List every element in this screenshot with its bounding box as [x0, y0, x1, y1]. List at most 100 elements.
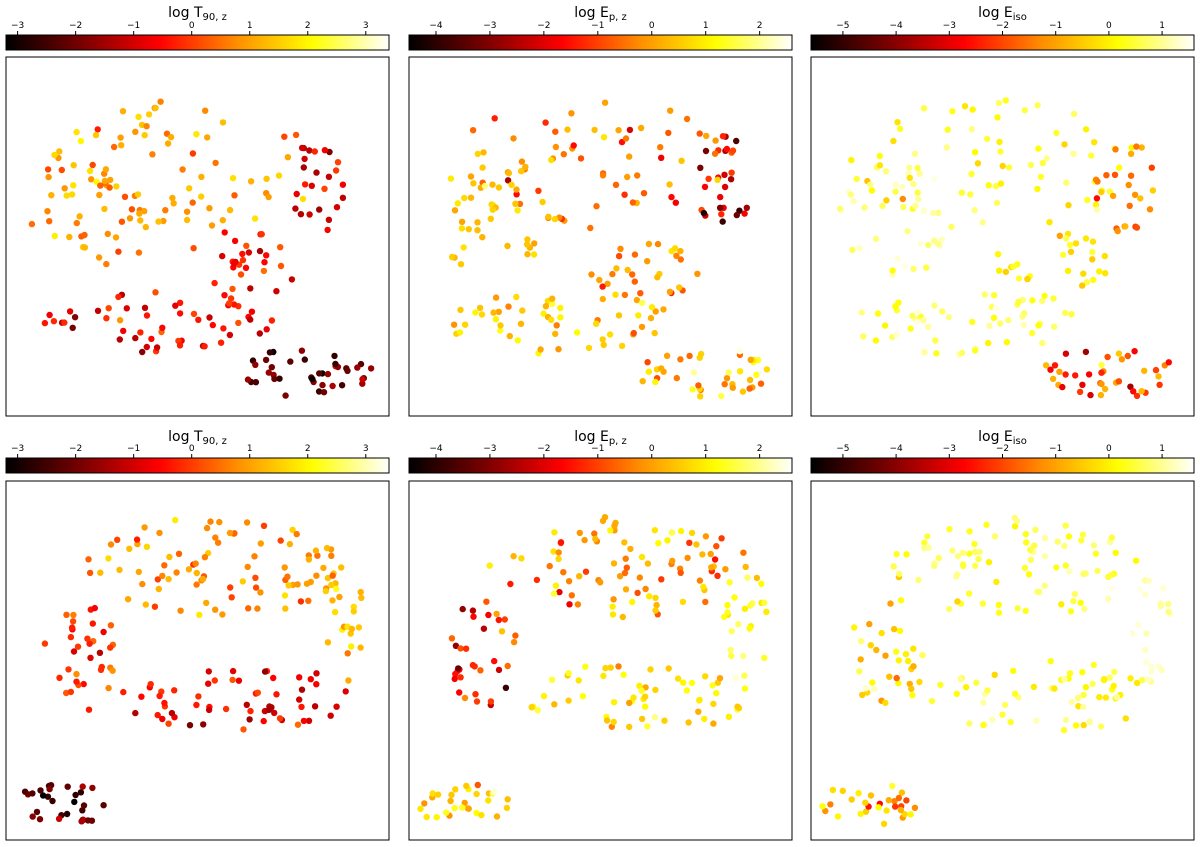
data-point — [457, 645, 464, 652]
data-point — [205, 668, 212, 675]
data-point — [1033, 717, 1040, 724]
data-point — [1030, 683, 1038, 691]
data-point — [308, 182, 315, 189]
data-point — [316, 206, 323, 213]
panel-top-left: log T90, z −3 −2 −1 0 1 2 3 — [5, 5, 390, 417]
data-point — [216, 518, 223, 526]
data-point — [183, 216, 191, 224]
data-point — [631, 251, 639, 258]
data-point — [1115, 378, 1123, 385]
data-point — [694, 270, 701, 277]
data-point — [261, 259, 268, 266]
data-point — [593, 203, 600, 210]
data-point — [1094, 178, 1101, 185]
panel-bottom-middle: log Ep, z −4 −3 −2 −1 0 1 2 — [408, 429, 793, 841]
data-point — [89, 161, 96, 169]
data-point — [485, 611, 492, 619]
data-point — [896, 627, 904, 635]
data-point — [677, 527, 685, 535]
data-point — [443, 809, 450, 816]
data-point — [753, 574, 761, 582]
data-point — [277, 262, 285, 270]
data-point — [1131, 191, 1139, 198]
data-point — [81, 231, 88, 239]
data-point — [851, 624, 858, 631]
data-point — [143, 123, 150, 130]
data-point — [1080, 570, 1087, 578]
data-point — [358, 594, 365, 601]
data-point — [161, 699, 168, 707]
data-point — [736, 348, 743, 355]
data-point — [1041, 534, 1049, 542]
data-point — [132, 128, 139, 135]
data-point — [481, 182, 489, 190]
data-point — [115, 293, 122, 301]
data-point — [968, 170, 975, 178]
data-point — [710, 700, 717, 708]
data-point — [609, 270, 616, 278]
data-point — [619, 613, 626, 621]
data-point — [514, 337, 521, 344]
data-point — [311, 148, 318, 155]
data-point — [206, 205, 213, 212]
data-point — [498, 628, 506, 635]
data-point — [1143, 630, 1150, 637]
data-point — [239, 250, 246, 258]
data-point — [1165, 600, 1172, 608]
data-point — [324, 574, 332, 582]
data-point — [357, 644, 364, 651]
colorbar-tick-label: −1 — [591, 21, 604, 31]
data-point — [914, 308, 922, 315]
data-point — [613, 265, 620, 272]
data-point — [739, 388, 747, 395]
data-point — [305, 717, 313, 724]
data-point — [848, 156, 855, 164]
colorbar-title-sub: iso — [1013, 12, 1027, 23]
data-point — [667, 107, 674, 114]
data-point — [73, 678, 80, 685]
data-point — [359, 375, 366, 383]
data-point — [1042, 362, 1050, 369]
data-point — [1022, 539, 1030, 546]
data-point — [674, 675, 682, 682]
data-point — [827, 801, 834, 808]
data-point — [746, 625, 753, 632]
data-point — [1015, 298, 1022, 306]
data-point — [878, 629, 885, 637]
data-point — [915, 196, 922, 203]
data-point — [1080, 703, 1087, 711]
data-point — [461, 194, 468, 202]
data-point — [39, 792, 47, 799]
data-point — [647, 314, 655, 322]
data-point — [1125, 630, 1132, 637]
data-point — [467, 194, 475, 201]
data-point — [252, 379, 260, 386]
data-point — [519, 307, 526, 314]
colorbar-title: log Eiso — [978, 429, 1027, 447]
data-point — [328, 581, 335, 589]
data-point — [696, 130, 703, 137]
data-point — [270, 674, 277, 682]
data-point — [292, 205, 299, 212]
data-point — [967, 191, 974, 198]
scatter-points — [819, 514, 1174, 827]
data-point — [994, 251, 1002, 258]
data-point — [141, 304, 149, 311]
data-point — [564, 126, 571, 133]
data-point — [641, 703, 649, 710]
data-point — [126, 215, 134, 222]
data-point — [644, 723, 651, 730]
data-point — [1005, 164, 1013, 171]
data-point — [617, 245, 624, 252]
data-point — [247, 316, 254, 323]
data-point — [581, 536, 588, 544]
colorbar-tick-label: 0 — [1106, 21, 1112, 31]
data-point — [652, 607, 659, 614]
data-point — [602, 664, 609, 672]
data-point — [565, 578, 573, 585]
data-point — [66, 308, 74, 315]
data-point — [696, 577, 704, 584]
data-point — [421, 800, 428, 807]
data-point — [288, 276, 296, 283]
data-point — [607, 664, 614, 671]
